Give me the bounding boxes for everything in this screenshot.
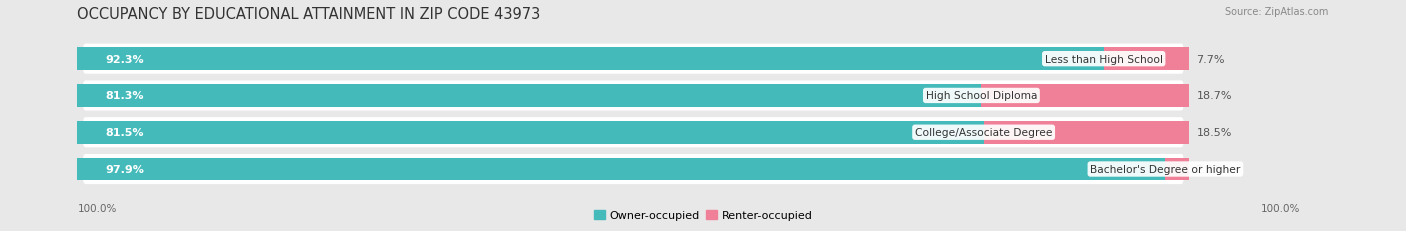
Bar — [77, 85, 981, 107]
Text: College/Associate Degree: College/Associate Degree — [915, 128, 1052, 138]
Text: Less than High School: Less than High School — [1045, 55, 1163, 64]
Text: 18.5%: 18.5% — [1197, 128, 1232, 138]
Text: 100.0%: 100.0% — [77, 203, 117, 213]
FancyBboxPatch shape — [83, 154, 1184, 184]
Bar — [984, 121, 1189, 144]
Text: Source: ZipAtlas.com: Source: ZipAtlas.com — [1225, 7, 1329, 17]
Bar — [77, 121, 984, 144]
FancyBboxPatch shape — [83, 44, 1184, 74]
Text: High School Diploma: High School Diploma — [925, 91, 1038, 101]
Text: OCCUPANCY BY EDUCATIONAL ATTAINMENT IN ZIP CODE 43973: OCCUPANCY BY EDUCATIONAL ATTAINMENT IN Z… — [77, 7, 540, 22]
Text: 92.3%: 92.3% — [105, 55, 143, 64]
Bar — [77, 158, 1166, 181]
Text: 97.9%: 97.9% — [105, 164, 143, 174]
Text: 7.7%: 7.7% — [1195, 55, 1225, 64]
Bar — [981, 85, 1189, 107]
Text: 100.0%: 100.0% — [1261, 203, 1301, 213]
Text: Bachelor's Degree or higher: Bachelor's Degree or higher — [1090, 164, 1240, 174]
Text: 2.2%: 2.2% — [1195, 164, 1223, 174]
FancyBboxPatch shape — [83, 81, 1184, 111]
Legend: Owner-occupied, Renter-occupied: Owner-occupied, Renter-occupied — [589, 205, 817, 225]
Bar — [1166, 158, 1189, 181]
Bar — [1104, 48, 1189, 71]
Text: 81.3%: 81.3% — [105, 91, 143, 101]
FancyBboxPatch shape — [83, 118, 1184, 148]
Text: 18.7%: 18.7% — [1197, 91, 1233, 101]
Text: 81.5%: 81.5% — [105, 128, 143, 138]
Bar — [77, 48, 1104, 71]
